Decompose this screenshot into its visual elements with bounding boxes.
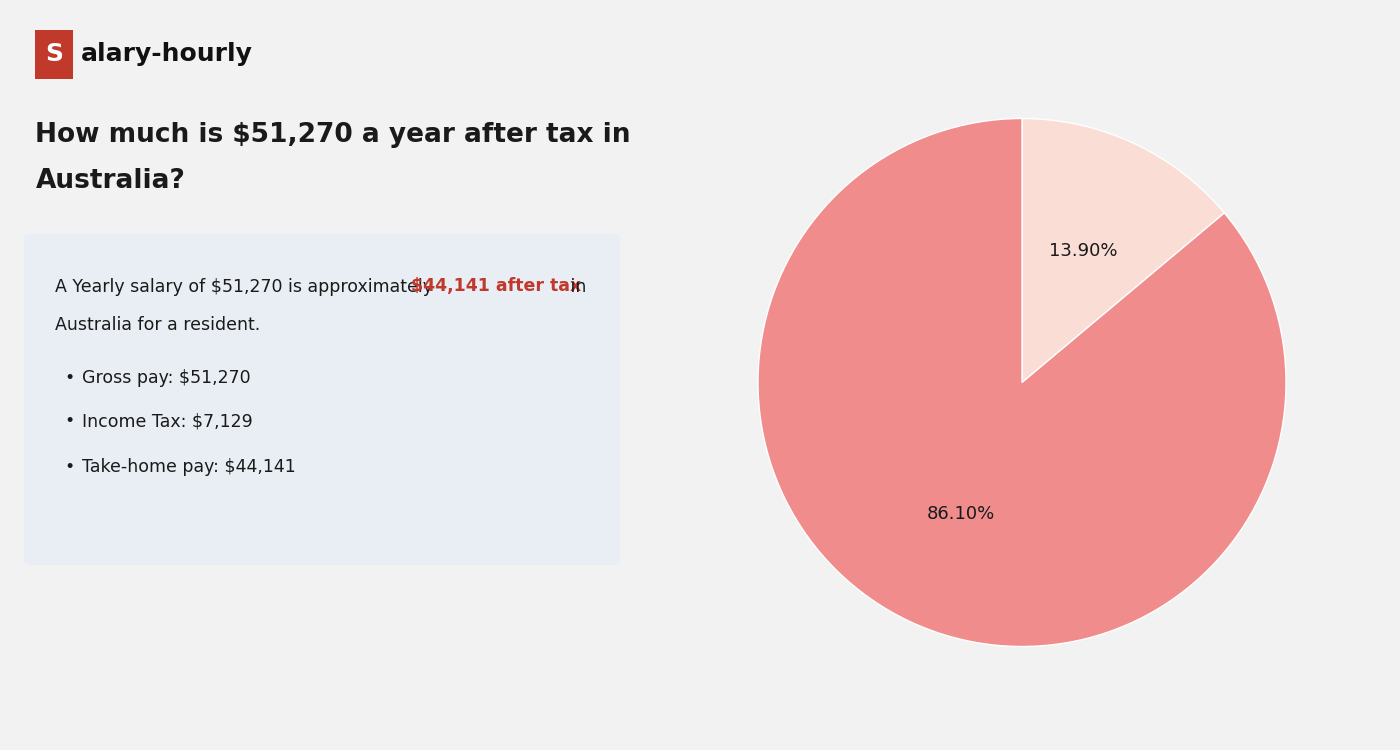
Text: Take-home pay: $44,141: Take-home pay: $44,141 (83, 458, 297, 476)
Text: alary-hourly: alary-hourly (81, 42, 252, 66)
Text: S: S (45, 42, 63, 66)
Text: 86.10%: 86.10% (927, 505, 995, 523)
Text: A Yearly salary of $51,270 is approximately: A Yearly salary of $51,270 is approximat… (55, 278, 438, 296)
Wedge shape (1022, 118, 1225, 382)
Text: 13.90%: 13.90% (1049, 242, 1117, 260)
Text: $44,141 after tax: $44,141 after tax (410, 278, 581, 296)
Text: •: • (64, 413, 74, 430)
Text: •: • (64, 458, 74, 476)
FancyBboxPatch shape (24, 234, 620, 565)
Text: Australia for a resident.: Australia for a resident. (55, 316, 260, 334)
Text: Gross pay: $51,270: Gross pay: $51,270 (83, 369, 251, 387)
Text: Income Tax: $7,129: Income Tax: $7,129 (83, 413, 253, 430)
Text: •: • (64, 369, 74, 387)
Text: Australia?: Australia? (35, 169, 185, 194)
Text: in: in (566, 278, 587, 296)
Wedge shape (757, 118, 1287, 646)
FancyBboxPatch shape (35, 30, 73, 79)
Text: How much is $51,270 a year after tax in: How much is $51,270 a year after tax in (35, 122, 631, 148)
